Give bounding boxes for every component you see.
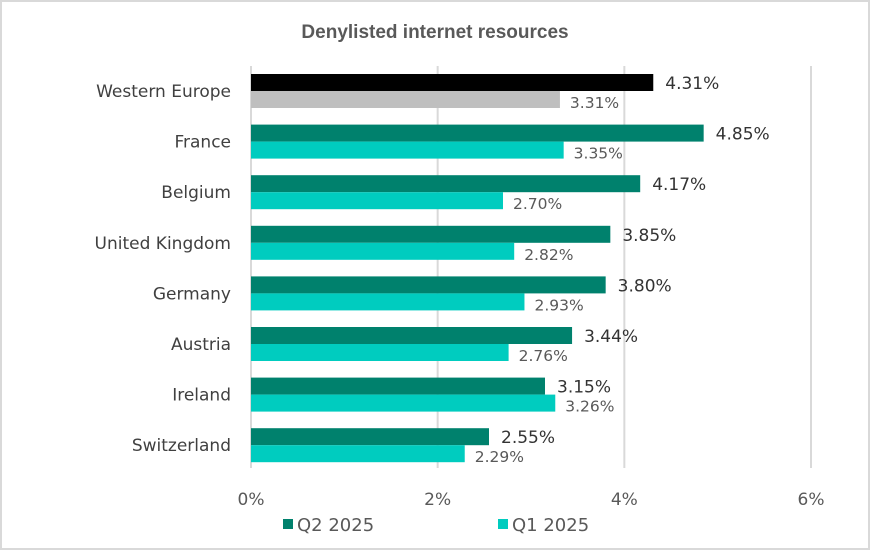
data-label: 3.35% <box>574 145 623 163</box>
data-label: 2.70% <box>513 195 562 213</box>
category-label: Western Europe <box>96 82 231 102</box>
data-label: 2.93% <box>534 296 583 314</box>
bar-q2-2025 <box>251 276 606 294</box>
data-label: 2.76% <box>519 347 568 365</box>
bar-q2-2025 <box>251 124 704 142</box>
bar-q1-2025 <box>251 242 515 260</box>
bar-q1-2025 <box>251 293 525 311</box>
legend-label: Q2 2025 <box>297 515 374 536</box>
bar-q1-2025 <box>251 141 564 159</box>
x-tick-label: 6% <box>798 490 825 510</box>
data-label: 3.15% <box>557 378 611 398</box>
bar-q2-2025 <box>251 225 611 243</box>
data-label: 3.80% <box>618 276 672 296</box>
chart-title: Denylisted internet resources <box>301 22 568 43</box>
data-label: 3.31% <box>570 94 619 112</box>
x-tick-label: 2% <box>424 490 451 510</box>
bar-q2-2025 <box>251 74 654 91</box>
x-tick-label: 4% <box>611 490 638 510</box>
data-label: 4.17% <box>652 175 706 195</box>
data-label: 3.26% <box>565 398 614 416</box>
bar-q2-2025 <box>251 327 573 344</box>
bar-q1-2025 <box>251 91 560 108</box>
bar-q1-2025 <box>251 394 556 412</box>
legend-swatch <box>498 519 508 529</box>
category-label: Ireland <box>172 386 231 406</box>
category-label: Switzerland <box>132 436 231 456</box>
bar-q2-2025 <box>251 377 545 395</box>
data-label: 4.85% <box>716 125 770 145</box>
data-label: 2.82% <box>524 246 573 264</box>
data-label: 2.29% <box>475 448 524 466</box>
legend-swatch <box>283 519 293 529</box>
category-label: Germany <box>153 284 231 304</box>
data-label: 4.31% <box>665 74 719 94</box>
category-label: France <box>174 133 231 153</box>
bar-q2-2025 <box>251 175 641 193</box>
bar-q1-2025 <box>251 344 509 361</box>
data-label: 3.85% <box>622 226 676 246</box>
bar-q1-2025 <box>251 192 503 210</box>
category-label: United Kingdom <box>95 234 231 254</box>
x-tick-label: 0% <box>238 490 265 510</box>
bar-q2-2025 <box>251 428 489 446</box>
category-label: Belgium <box>161 183 231 203</box>
legend-label: Q1 2025 <box>512 515 589 536</box>
data-label: 3.44% <box>584 327 638 347</box>
bar-q1-2025 <box>251 445 465 463</box>
category-label: Austria <box>171 335 231 355</box>
data-label: 2.55% <box>501 428 555 448</box>
